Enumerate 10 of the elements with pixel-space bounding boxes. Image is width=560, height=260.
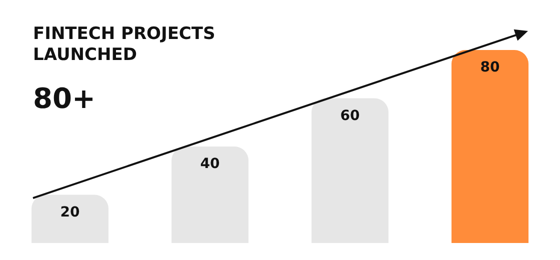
bar: [312, 98, 388, 243]
bar: [32, 194, 108, 243]
bar: [172, 146, 248, 243]
chart-title: FINTECH PROJECTS LAUNCHED: [33, 24, 216, 66]
data-label: 20: [60, 204, 80, 220]
data-label: 40: [200, 156, 220, 172]
data-label: 60: [340, 108, 360, 124]
data-label: 80: [480, 60, 500, 76]
bar: [452, 50, 528, 243]
text: 80+: [33, 82, 96, 115]
